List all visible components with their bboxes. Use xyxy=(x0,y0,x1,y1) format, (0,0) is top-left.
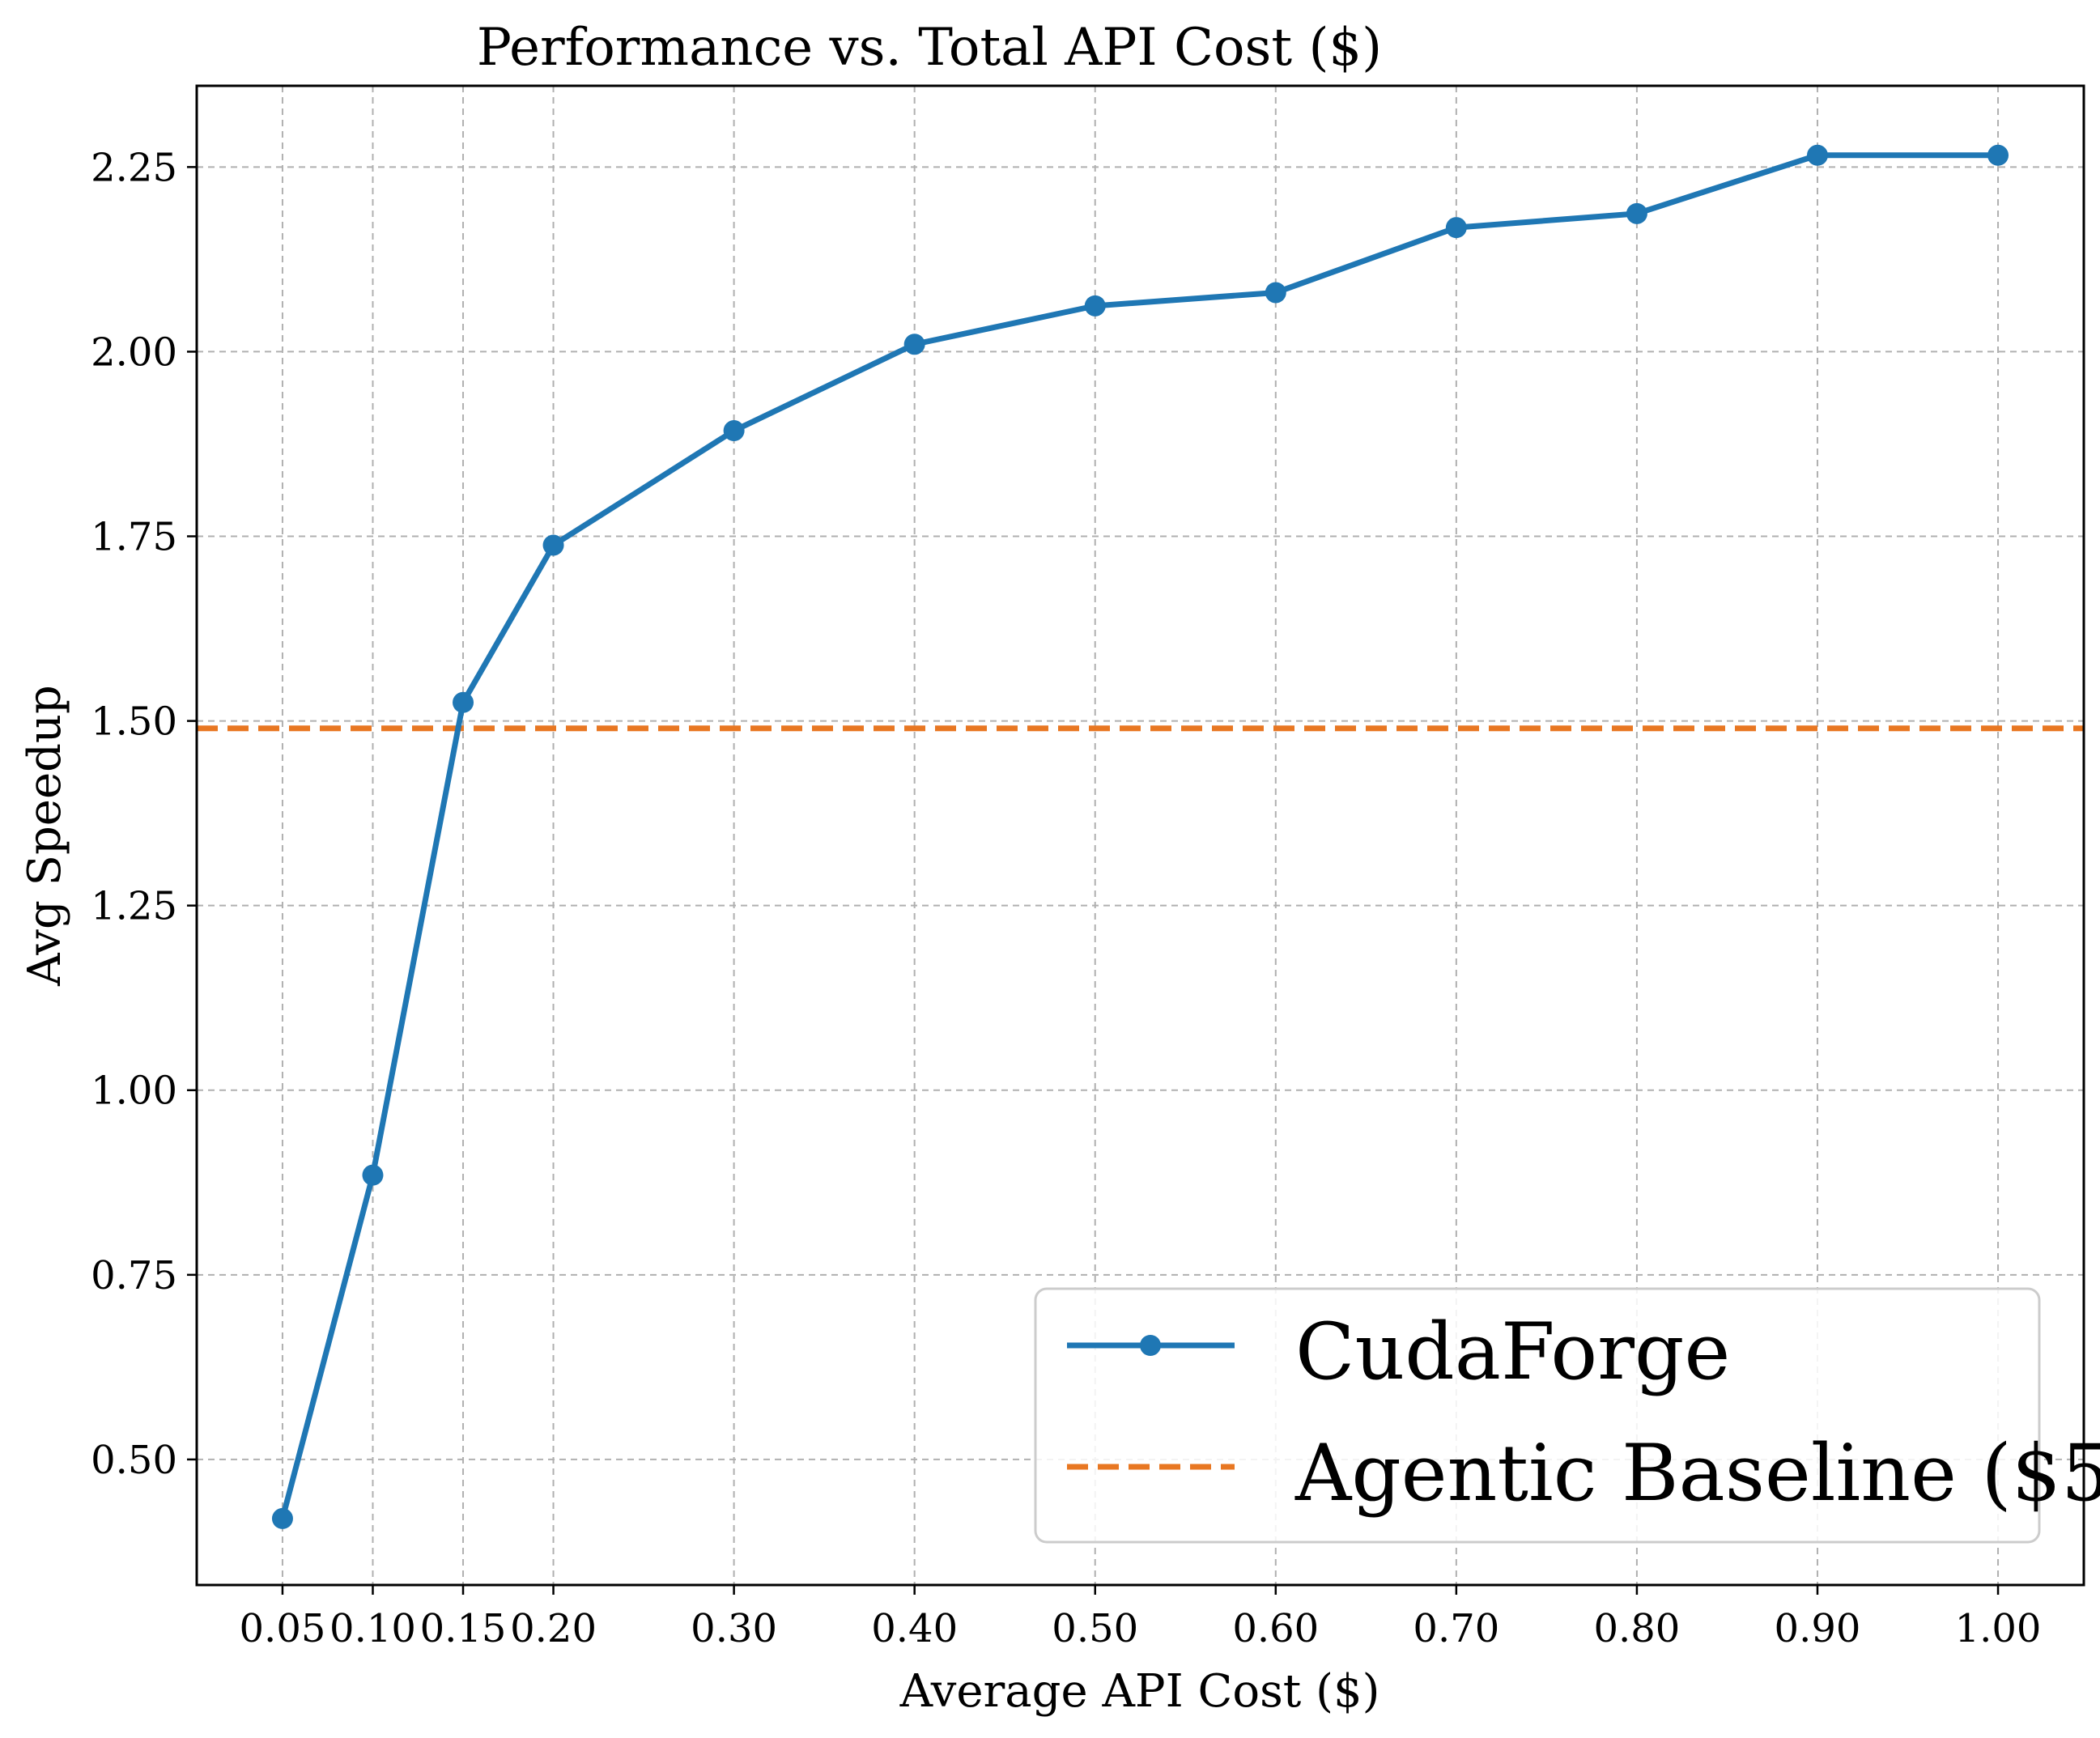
cudaforge-point xyxy=(271,1507,293,1529)
y-tick-label: 2.00 xyxy=(91,329,177,375)
legend-box xyxy=(1034,1287,2041,1544)
cudaforge-line xyxy=(279,152,1999,1519)
x-tick-label: 0.80 xyxy=(1593,1606,1680,1651)
legend: CudaForge Agentic Baseline ($5) xyxy=(1034,1287,2100,1544)
x-tick-label: 0.30 xyxy=(691,1606,777,1651)
y-tick-label: 1.00 xyxy=(91,1069,177,1114)
cudaforge-point xyxy=(1626,202,1647,224)
legend-baseline-label: Agentic Baseline ($5) xyxy=(1294,1428,2100,1519)
cudaforge-point xyxy=(1445,217,1467,239)
cudaforge-point xyxy=(1265,282,1286,304)
cudaforge-point xyxy=(1987,144,2009,166)
plot-frame xyxy=(195,84,2085,1587)
chart-title: Performance vs. Total API Cost ($) xyxy=(477,18,1382,78)
x-tick-label: 0.05 xyxy=(240,1606,326,1651)
cudaforge-point xyxy=(542,534,564,556)
x-tick-label: 0.50 xyxy=(1052,1606,1138,1651)
legend-cudaforge-label: CudaForge xyxy=(1295,1307,1730,1397)
cudaforge-point xyxy=(1806,144,1828,166)
y-axis-ticks: 0.50 0.75 1.00 1.25 1.50 1.75 2.00 2.25 xyxy=(91,145,197,1483)
cudaforge-point xyxy=(1084,295,1106,317)
x-tick-label: 0.70 xyxy=(1413,1606,1499,1651)
legend-cudaforge-marker xyxy=(1140,1335,1161,1356)
y-tick-label: 1.50 xyxy=(91,699,177,745)
y-tick-label: 0.75 xyxy=(91,1253,177,1298)
y-tick-label: 1.75 xyxy=(91,515,177,560)
x-tick-label: 0.20 xyxy=(510,1606,597,1651)
cudaforge-point xyxy=(453,691,474,713)
y-tick-label: 2.25 xyxy=(91,145,177,190)
y-axis-label: Avg Speedup xyxy=(19,685,71,987)
x-tick-label: 0.60 xyxy=(1232,1606,1319,1651)
cudaforge-point xyxy=(362,1164,384,1186)
x-axis-label: Average API Cost ($) xyxy=(899,1665,1380,1718)
x-tick-label: 1.00 xyxy=(1955,1606,2042,1651)
y-tick-label: 1.25 xyxy=(91,884,177,929)
cudaforge-point xyxy=(723,420,745,442)
y-tick-label: 0.50 xyxy=(91,1438,177,1483)
cudaforge-point xyxy=(903,334,925,355)
x-tick-label: 0.90 xyxy=(1775,1606,1861,1651)
x-tick-label: 0.10 xyxy=(329,1606,416,1651)
cudaforge-series xyxy=(271,144,2009,1529)
x-tick-label: 0.15 xyxy=(420,1606,507,1651)
x-tick-label: 0.40 xyxy=(871,1606,958,1651)
x-axis-ticks: 0.05 0.10 0.15 0.20 0.30 0.40 0.50 0.60 0.70 0.80… xyxy=(240,1585,2042,1651)
